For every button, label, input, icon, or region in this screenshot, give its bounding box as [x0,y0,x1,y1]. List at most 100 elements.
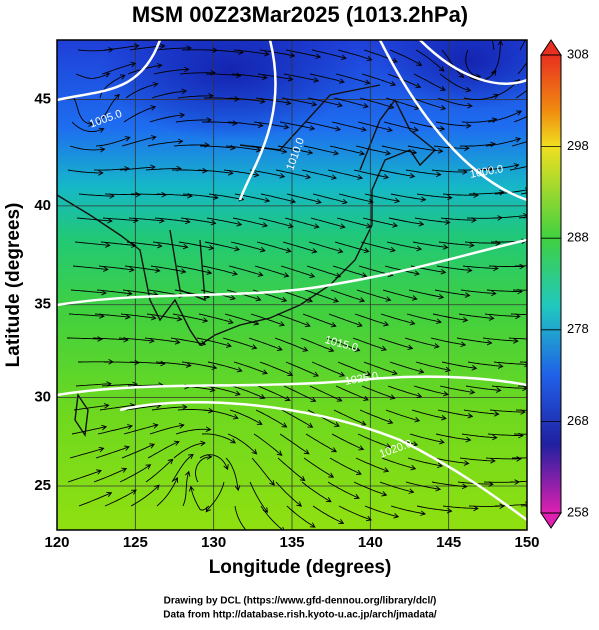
streamline [224,313,260,326]
streamline [513,433,527,435]
streamline [67,336,103,342]
streamline [331,121,367,132]
streamline [258,217,294,229]
streamline [405,169,442,178]
streamline [130,484,160,507]
streamline [71,121,105,133]
streamline [336,217,372,229]
streamline [359,97,395,110]
streamline [231,73,268,81]
streamline [415,361,451,373]
streamline [461,117,498,123]
streamline [172,313,209,323]
streamline [305,121,342,132]
streamline [364,193,401,204]
streamline [230,241,266,253]
streamline [361,73,397,87]
streamline [360,241,396,253]
streamline [409,121,446,132]
streamline [255,409,288,428]
streamline [416,505,453,514]
streamline [121,443,156,459]
streamline [151,404,188,411]
x-tick-label: 140 [358,534,383,551]
streamline [433,457,470,466]
streamline [284,217,320,229]
colorbar-tick-label: 268 [567,413,589,428]
streamline [118,337,155,344]
streamline [195,454,213,483]
streamline [380,313,416,326]
streamline [72,265,109,272]
streamline [128,217,165,224]
streamline [353,169,390,180]
credit: Drawing by DCL (https://www.gfd-dennou.o… [164,596,437,607]
streamline [512,457,527,459]
streamline [333,97,369,109]
colorbar-tick-label: 258 [567,504,589,519]
streamline [338,193,374,204]
y-tick-label: 30 [34,389,51,406]
streamline [307,97,344,108]
streamline [182,470,191,507]
streamline [338,505,372,522]
streamline [515,409,527,411]
streamline [303,145,340,156]
streamline [119,464,152,483]
streamline [436,265,473,273]
colorbar [540,54,562,514]
colorbar-tick-label: 278 [567,321,589,336]
streamline [333,409,367,426]
streamline [330,289,366,303]
x-tick-label: 125 [123,534,148,551]
y-tick-label: 40 [34,197,51,214]
streamline [312,193,348,205]
streamline [379,481,415,494]
streamline [387,73,422,89]
streamline [251,457,275,486]
streamline [381,457,417,471]
streamline [459,457,496,464]
streamline [302,313,337,328]
streamline [280,265,316,279]
streamline [201,433,236,444]
streamline [460,289,497,297]
streamline [73,97,94,127]
streamline [93,166,130,172]
streamline [431,481,468,490]
x-tick-label: 120 [44,534,69,551]
streamline [430,337,467,348]
streamline [95,136,131,147]
streamline [150,265,187,274]
streamline [285,49,322,59]
streamline [301,481,332,503]
colorbar-tick-label: 288 [567,230,589,245]
streamline [222,337,258,350]
streamline [465,385,502,393]
streamline [249,169,286,179]
streamline [233,49,270,57]
streamline [389,49,423,66]
streamline [383,121,419,133]
y-axis-label: Latitude (degrees) [3,203,24,368]
streamline [357,121,393,133]
streamline [275,481,303,507]
streamline [225,457,241,492]
streamline [279,121,316,131]
streamline [283,385,317,402]
streamline [97,93,120,123]
x-tick-label: 135 [279,534,304,551]
streamline [73,403,110,411]
streamline [176,265,213,275]
streamline [435,433,472,443]
streamline [513,115,527,123]
streamline [253,433,283,456]
streamline [518,216,527,219]
streamline [355,457,390,473]
streamline [483,163,520,171]
contour-label: 1000.0 [469,163,504,181]
streamline [67,469,102,483]
colorbar-bottom-arrow [540,512,562,529]
streamline [459,141,496,148]
streamline [437,97,473,109]
